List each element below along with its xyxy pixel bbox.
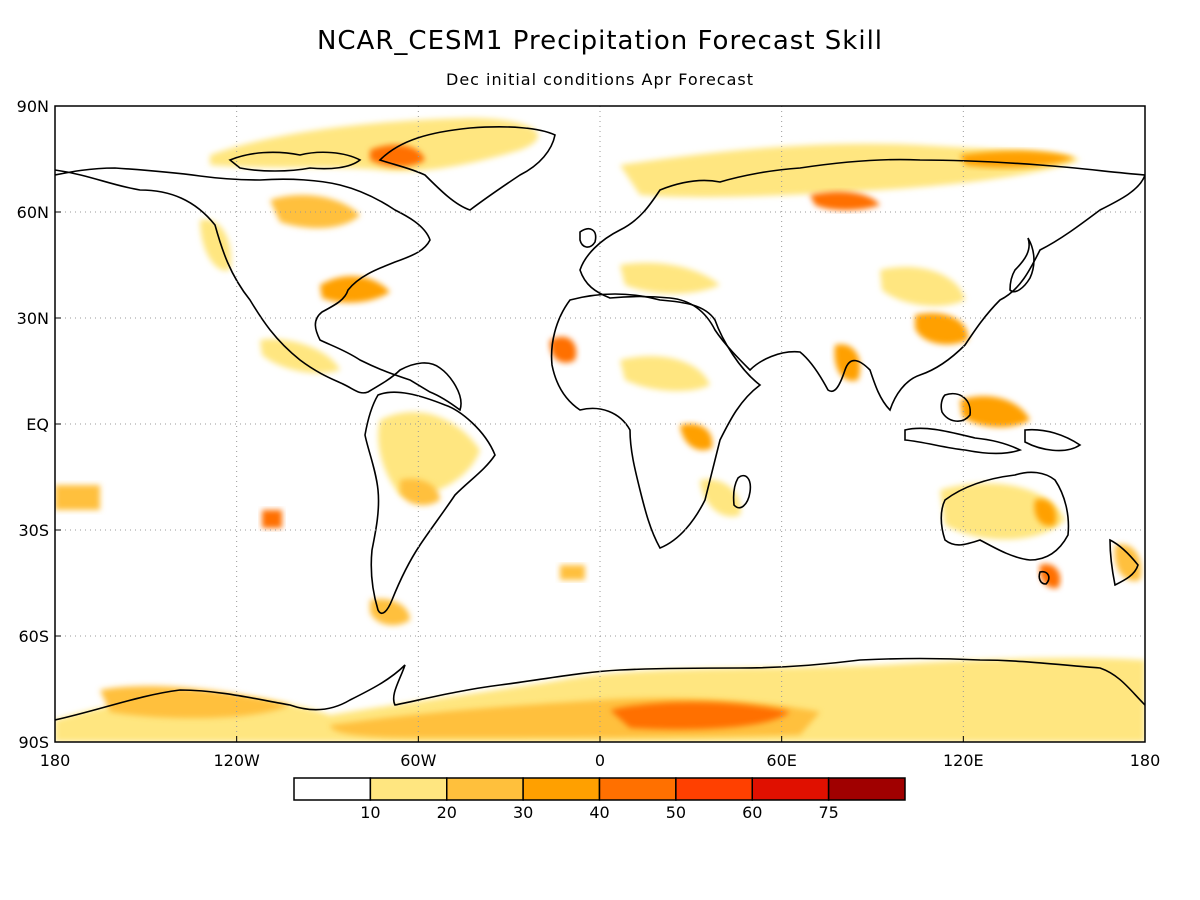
antarctic-skill-band bbox=[55, 657, 1145, 742]
southern-africa-skill bbox=[700, 479, 741, 517]
arctic-skill bbox=[210, 118, 539, 172]
eurasia-coast bbox=[579, 158, 1145, 412]
se-australia-skill bbox=[1039, 564, 1061, 589]
south-america-coast bbox=[364, 391, 496, 615]
colorbar-swatch bbox=[522, 777, 601, 801]
coastlines bbox=[55, 126, 1145, 721]
central-asia-skill bbox=[880, 266, 965, 307]
patagonia-skill bbox=[370, 598, 410, 626]
china-skill bbox=[915, 312, 969, 345]
new-zealand-coast bbox=[1109, 538, 1139, 587]
colorbar: 10 20 30 40 50 60 75 bbox=[293, 777, 906, 822]
gridlines bbox=[55, 106, 1145, 742]
colorbar-swatch bbox=[675, 777, 753, 801]
east-africa-skill bbox=[680, 423, 713, 451]
lon-label: 60E bbox=[766, 751, 796, 770]
japan-coast bbox=[1009, 237, 1035, 293]
siberia-skill-core bbox=[810, 191, 880, 211]
us-east-skill bbox=[320, 276, 390, 303]
europe-skill bbox=[620, 262, 720, 294]
australia-core bbox=[1034, 499, 1057, 526]
lon-label: 0 bbox=[595, 751, 605, 770]
us-west-skill bbox=[200, 219, 231, 271]
india-skill bbox=[834, 344, 861, 381]
lat-label: 60N bbox=[17, 203, 49, 222]
lon-label: 120E bbox=[943, 751, 984, 770]
north-america-coast bbox=[55, 167, 462, 412]
tasmania-coast bbox=[1038, 570, 1050, 585]
lat-label: 90S bbox=[18, 733, 49, 752]
skill-shading bbox=[55, 118, 1145, 742]
borneo-coast bbox=[940, 393, 971, 422]
chart-title: NCAR_CESM1 Precipitation Forecast Skill bbox=[316, 26, 884, 56]
mexico-skill bbox=[260, 339, 340, 374]
pacific-skill-patch bbox=[55, 485, 100, 510]
south-america-skill bbox=[378, 411, 480, 496]
longitude-labels: 180 120W 60W 0 60E 120E 180 bbox=[40, 736, 1161, 770]
chart-subtitle: Dec initial conditions Apr Forecast bbox=[446, 70, 754, 89]
colorbar-tick-label: 75 bbox=[818, 803, 838, 822]
south-america-core bbox=[400, 478, 440, 506]
new-guinea-coast bbox=[1024, 428, 1082, 452]
pacific-skill-patch bbox=[262, 510, 282, 528]
colorbar-tick-label: 20 bbox=[437, 803, 457, 822]
british-isles-coast bbox=[579, 228, 597, 248]
east-siberia-skill bbox=[960, 150, 1075, 168]
colorbar-swatch bbox=[827, 777, 906, 801]
australia-skill bbox=[940, 483, 1065, 540]
lat-label: 30N bbox=[17, 309, 49, 328]
antarctic-west-skill bbox=[100, 685, 290, 719]
madagascar-coast bbox=[732, 474, 752, 509]
australia-coast bbox=[940, 471, 1070, 561]
arctic-archipelago-coast bbox=[228, 151, 362, 172]
lat-label: 30S bbox=[18, 521, 49, 540]
atlantic-skill-patch bbox=[560, 565, 585, 580]
antarctica-coast bbox=[55, 657, 1145, 721]
colorbar-swatch bbox=[751, 777, 830, 801]
antarctic-skill-max bbox=[610, 701, 790, 730]
lat-label: 60S bbox=[18, 627, 49, 646]
africa-coast bbox=[550, 293, 762, 550]
lon-label: 180 bbox=[40, 751, 71, 770]
lon-label: 120W bbox=[213, 751, 260, 770]
colorbar-tick-label: 60 bbox=[742, 803, 762, 822]
africa-skill bbox=[620, 356, 710, 392]
west-africa-skill bbox=[549, 336, 577, 363]
latitude-labels: 90N 60N 30N EQ 30S 60S 90S bbox=[17, 97, 61, 752]
colorbar-tick-label: 10 bbox=[360, 803, 380, 822]
colorbar-swatch bbox=[293, 777, 372, 801]
indonesia-coast bbox=[904, 427, 1023, 455]
lat-label: 90N bbox=[17, 97, 49, 116]
colorbar-swatch bbox=[598, 777, 677, 801]
lon-label: 60W bbox=[400, 751, 436, 770]
colorbar-tick-label: 50 bbox=[666, 803, 686, 822]
greenland-coast bbox=[378, 126, 556, 211]
maritime-skill bbox=[960, 396, 1030, 428]
colorbar-tick-label: 40 bbox=[589, 803, 609, 822]
colorbar-tick-label: 30 bbox=[513, 803, 533, 822]
colorbar-swatch bbox=[446, 777, 524, 801]
lat-label: EQ bbox=[26, 415, 49, 434]
lon-label: 180 bbox=[1130, 751, 1161, 770]
colorbar-swatch bbox=[369, 777, 448, 801]
nz-skill bbox=[1114, 544, 1142, 581]
